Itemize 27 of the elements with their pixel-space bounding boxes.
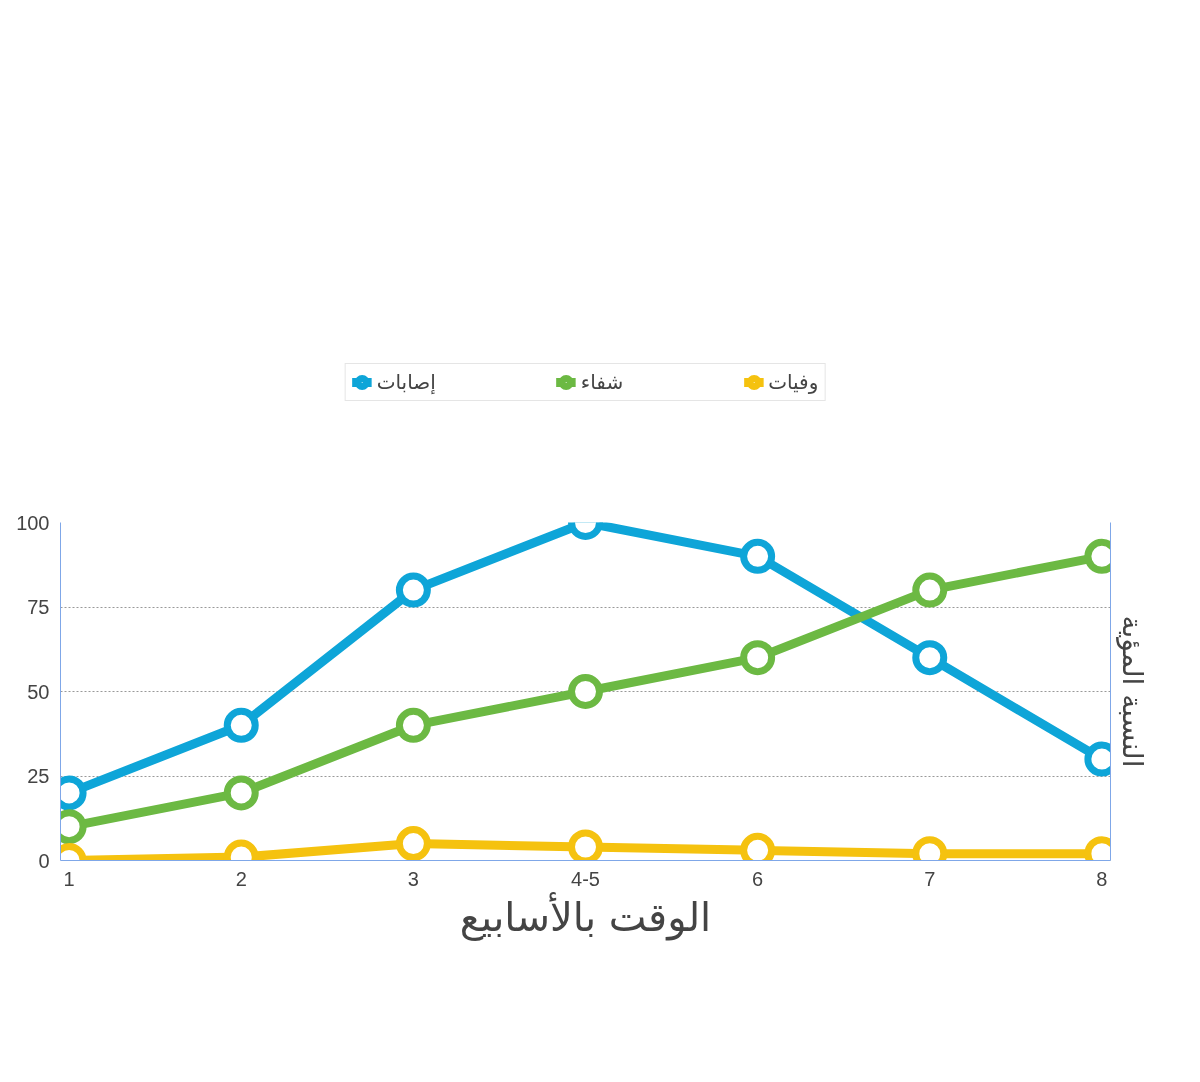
point [395,572,431,608]
point [395,826,431,861]
point [912,572,948,608]
y-tick-label: 25 [27,765,50,787]
y-axis-title: النسبة المؤية [1115,615,1149,768]
x-tick-label: 3 [407,867,419,890]
y-tick-label: 75 [27,596,50,618]
x-tick-label: 1 [63,867,75,890]
point [740,538,776,574]
y-tick-label: 100 [16,511,50,534]
x-tick-label: 4-5 [571,867,600,890]
legend-label: شفاء [580,370,624,394]
point [740,640,776,676]
point [223,707,259,743]
point [912,640,948,676]
y-tick-label: 50 [27,680,50,703]
y-tick-label: 0 [38,849,50,872]
point [223,775,259,811]
x-tick-label: 6 [752,867,764,890]
x-tick-label: 7 [924,867,936,890]
legend-label: وفيات [768,370,819,394]
x-tick-label: 2 [235,867,247,890]
x-tick-label: 8 [1096,867,1108,890]
point [568,674,603,709]
legend-label: إصابات [376,370,436,394]
point [395,707,431,743]
x-axis-title: الوقت بالأسابيع [459,891,712,941]
